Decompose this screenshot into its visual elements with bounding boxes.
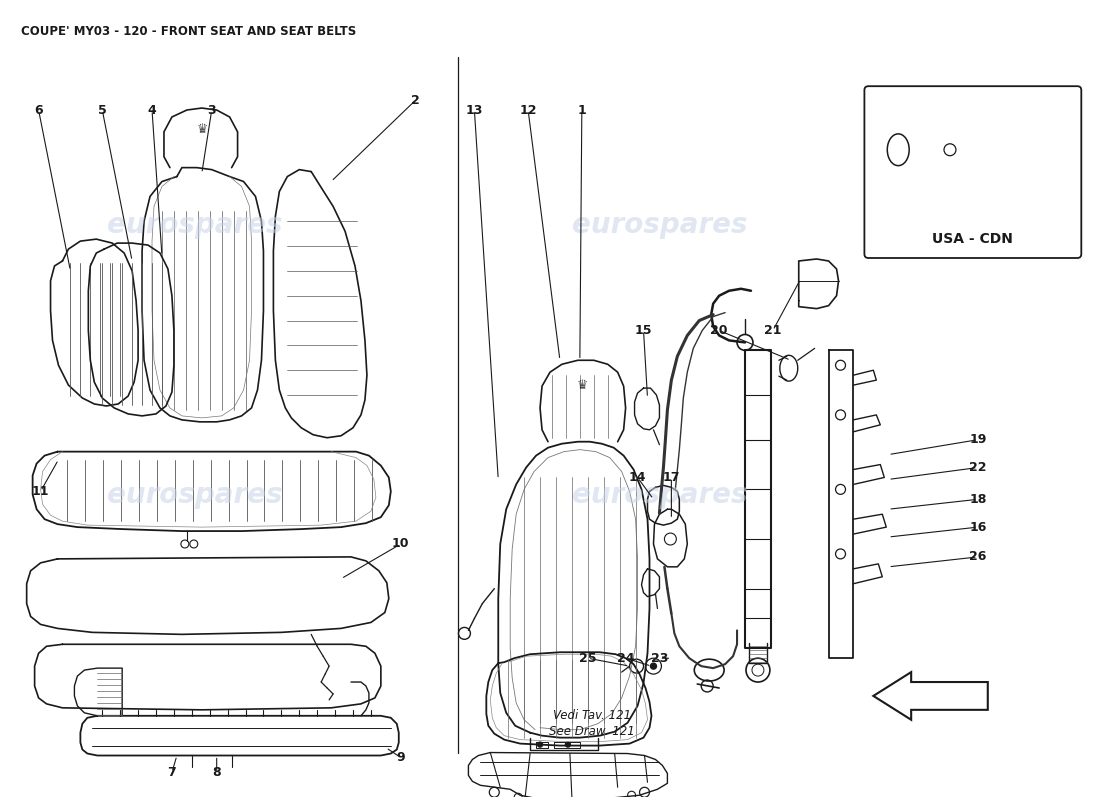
Text: ♛: ♛ <box>196 123 208 136</box>
Text: 20: 20 <box>711 324 728 337</box>
Text: 11: 11 <box>32 485 50 498</box>
Text: 24: 24 <box>617 652 635 665</box>
Text: 14: 14 <box>629 471 647 484</box>
Text: 2: 2 <box>411 94 420 106</box>
Text: 23: 23 <box>651 652 668 665</box>
Text: Vedi Tav. 121: Vedi Tav. 121 <box>552 710 631 722</box>
Text: 10: 10 <box>392 538 409 550</box>
Text: eurospares: eurospares <box>107 482 282 510</box>
Text: COUPE' MY03 - 120 - FRONT SEAT AND SEAT BELTS: COUPE' MY03 - 120 - FRONT SEAT AND SEAT … <box>21 25 356 38</box>
Text: 15: 15 <box>635 324 652 337</box>
FancyArrow shape <box>873 672 988 720</box>
Text: 3: 3 <box>208 103 216 117</box>
Text: 13: 13 <box>465 103 483 117</box>
Text: 8: 8 <box>212 766 221 779</box>
Text: ♛: ♛ <box>576 378 587 392</box>
Text: 21: 21 <box>764 324 782 337</box>
Text: 26: 26 <box>969 550 987 563</box>
Circle shape <box>538 742 542 747</box>
Text: 1: 1 <box>578 103 586 117</box>
Text: 22: 22 <box>969 461 987 474</box>
Text: 19: 19 <box>969 434 987 446</box>
Text: eurospares: eurospares <box>572 211 747 239</box>
FancyBboxPatch shape <box>865 86 1081 258</box>
Text: 9: 9 <box>396 751 405 764</box>
Text: 4: 4 <box>147 103 156 117</box>
Text: See Draw. 121: See Draw. 121 <box>549 725 635 738</box>
Text: eurospares: eurospares <box>107 211 282 239</box>
Circle shape <box>565 742 571 747</box>
Text: 5: 5 <box>98 103 107 117</box>
Text: 27: 27 <box>876 103 893 117</box>
Text: 6: 6 <box>34 103 43 117</box>
Text: 18: 18 <box>969 493 987 506</box>
Text: 12: 12 <box>519 103 537 117</box>
Text: USA - CDN: USA - CDN <box>933 232 1013 246</box>
Text: eurospares: eurospares <box>572 482 747 510</box>
Text: 16: 16 <box>969 521 987 534</box>
Text: 17: 17 <box>662 471 680 484</box>
Circle shape <box>650 663 657 669</box>
Text: 7: 7 <box>167 766 176 779</box>
Text: 25: 25 <box>579 652 596 665</box>
